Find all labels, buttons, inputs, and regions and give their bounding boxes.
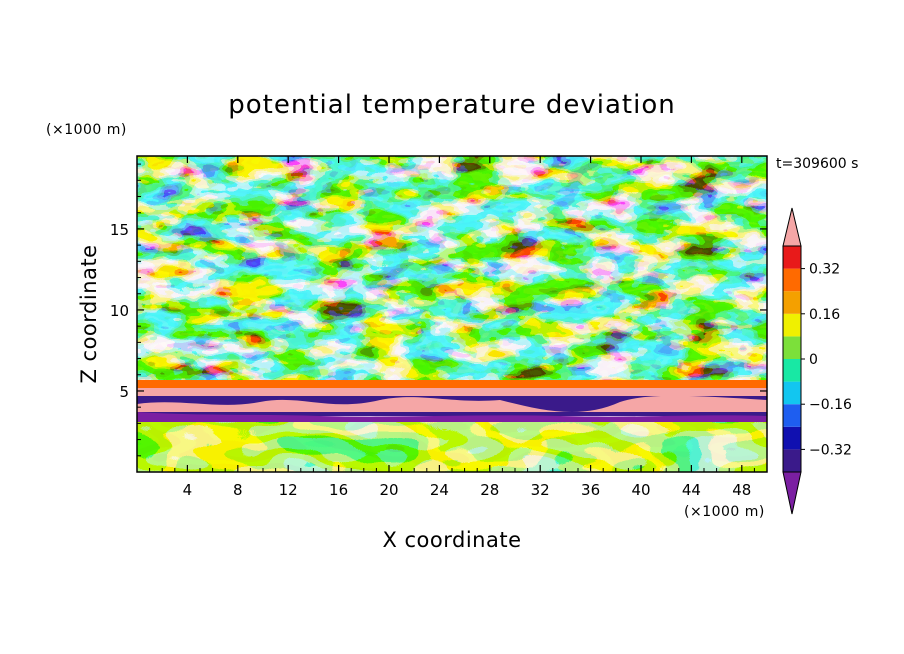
colorbar-bin bbox=[783, 268, 801, 292]
x-tick-label: 8 bbox=[233, 481, 243, 499]
y-tick-label: 10 bbox=[110, 302, 129, 320]
heatmap-inversion-band bbox=[137, 380, 767, 422]
colorbar-bin bbox=[783, 291, 801, 314]
colorbar-tick-label: 0.32 bbox=[809, 262, 840, 278]
colorbar-bin bbox=[783, 246, 801, 269]
y-axis-label: Z coordinate bbox=[77, 244, 101, 383]
colorbar-bin bbox=[783, 449, 801, 472]
x-tick-label: 28 bbox=[480, 481, 499, 499]
time-label: t=309600 s bbox=[776, 156, 858, 172]
colorbar-bin bbox=[783, 404, 801, 427]
x-unit-label: (×1000 m) bbox=[684, 504, 765, 520]
y-axis-ticks: 5 10 15 bbox=[110, 163, 767, 457]
heatmap-lower-field bbox=[137, 418, 767, 472]
colorbar-bin bbox=[783, 426, 801, 450]
colorbar: 0.32 0.16 0 −0.16 −0.32 bbox=[782, 207, 852, 515]
x-tick-label: 16 bbox=[329, 481, 348, 499]
y-tick-label: 15 bbox=[110, 221, 129, 239]
x-axis-ticks: 4 8 12 16 20 24 28 32 36 40 44 48 bbox=[149, 156, 755, 499]
colorbar-bin bbox=[783, 313, 801, 337]
x-axis-label: X coordinate bbox=[382, 528, 521, 552]
x-tick-label: 44 bbox=[682, 481, 701, 499]
x-tick-label: 4 bbox=[183, 481, 193, 499]
colorbar-tick-label: −0.32 bbox=[809, 442, 852, 458]
heatmap-field bbox=[137, 156, 767, 472]
x-tick-label: 24 bbox=[430, 481, 449, 499]
x-tick-label: 40 bbox=[631, 481, 650, 499]
colorbar-tick-label: 0 bbox=[809, 352, 818, 368]
colorbar-extend-top bbox=[782, 207, 802, 247]
x-tick-label: 32 bbox=[531, 481, 550, 499]
chart-title: potential temperature deviation bbox=[228, 90, 675, 120]
colorbar-bin bbox=[783, 381, 801, 405]
y-unit-label: (×1000 m) bbox=[46, 122, 127, 138]
x-tick-label: 20 bbox=[379, 481, 398, 499]
colorbar-tick-label: −0.16 bbox=[809, 397, 852, 413]
colorbar-bin bbox=[783, 336, 801, 359]
colorbar-extend-bottom bbox=[782, 471, 802, 515]
heatmap-upper-field bbox=[137, 156, 767, 382]
x-tick-label: 36 bbox=[581, 481, 600, 499]
x-tick-label: 12 bbox=[279, 481, 298, 499]
x-tick-label: 48 bbox=[732, 481, 751, 499]
y-tick-label: 5 bbox=[119, 383, 129, 401]
colorbar-tick-label: 0.16 bbox=[809, 307, 840, 323]
colorbar-bin bbox=[783, 359, 801, 382]
